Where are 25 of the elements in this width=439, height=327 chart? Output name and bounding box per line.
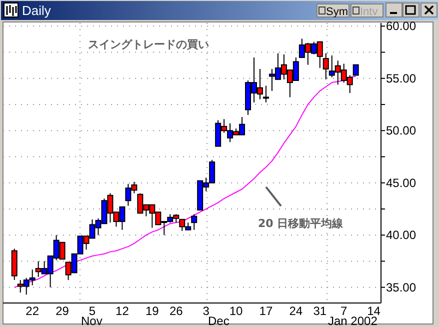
x-tick-label: 3 (202, 304, 210, 318)
y-tick-label: 45.00 (386, 176, 416, 190)
y-tick-label: 40.00 (386, 228, 416, 242)
annotation: スイングトレードの買い (88, 38, 209, 51)
text: Sym (326, 6, 348, 18)
y-tick-label: 50.00 (386, 124, 416, 138)
candlestick (262, 85, 269, 103)
y-tick-label: 55.00 (386, 71, 416, 86)
candlestick (352, 64, 359, 76)
y-tick-label: 35.00 (386, 280, 416, 294)
x-tick-label: 19 (145, 304, 160, 318)
x-tick-label: 31 (313, 304, 327, 318)
x-tick-label: 29 (56, 304, 70, 318)
x-tick-label: 17 (259, 304, 273, 318)
chart-title: Daily (22, 3, 52, 18)
text: Dec (208, 314, 230, 327)
x-tick-label: 12 (116, 304, 130, 318)
x-tick-label: 26 (169, 304, 184, 318)
candlestick (191, 214, 198, 230)
y-tick-label: 60.00 (386, 19, 416, 34)
annotation: 20 日移動平均線 (258, 217, 344, 230)
x-tick-label: 10 (229, 304, 244, 318)
x-tick-label: 24 (289, 304, 303, 318)
x-tick-label: 22 (26, 304, 40, 318)
candlestick (322, 52, 329, 80)
